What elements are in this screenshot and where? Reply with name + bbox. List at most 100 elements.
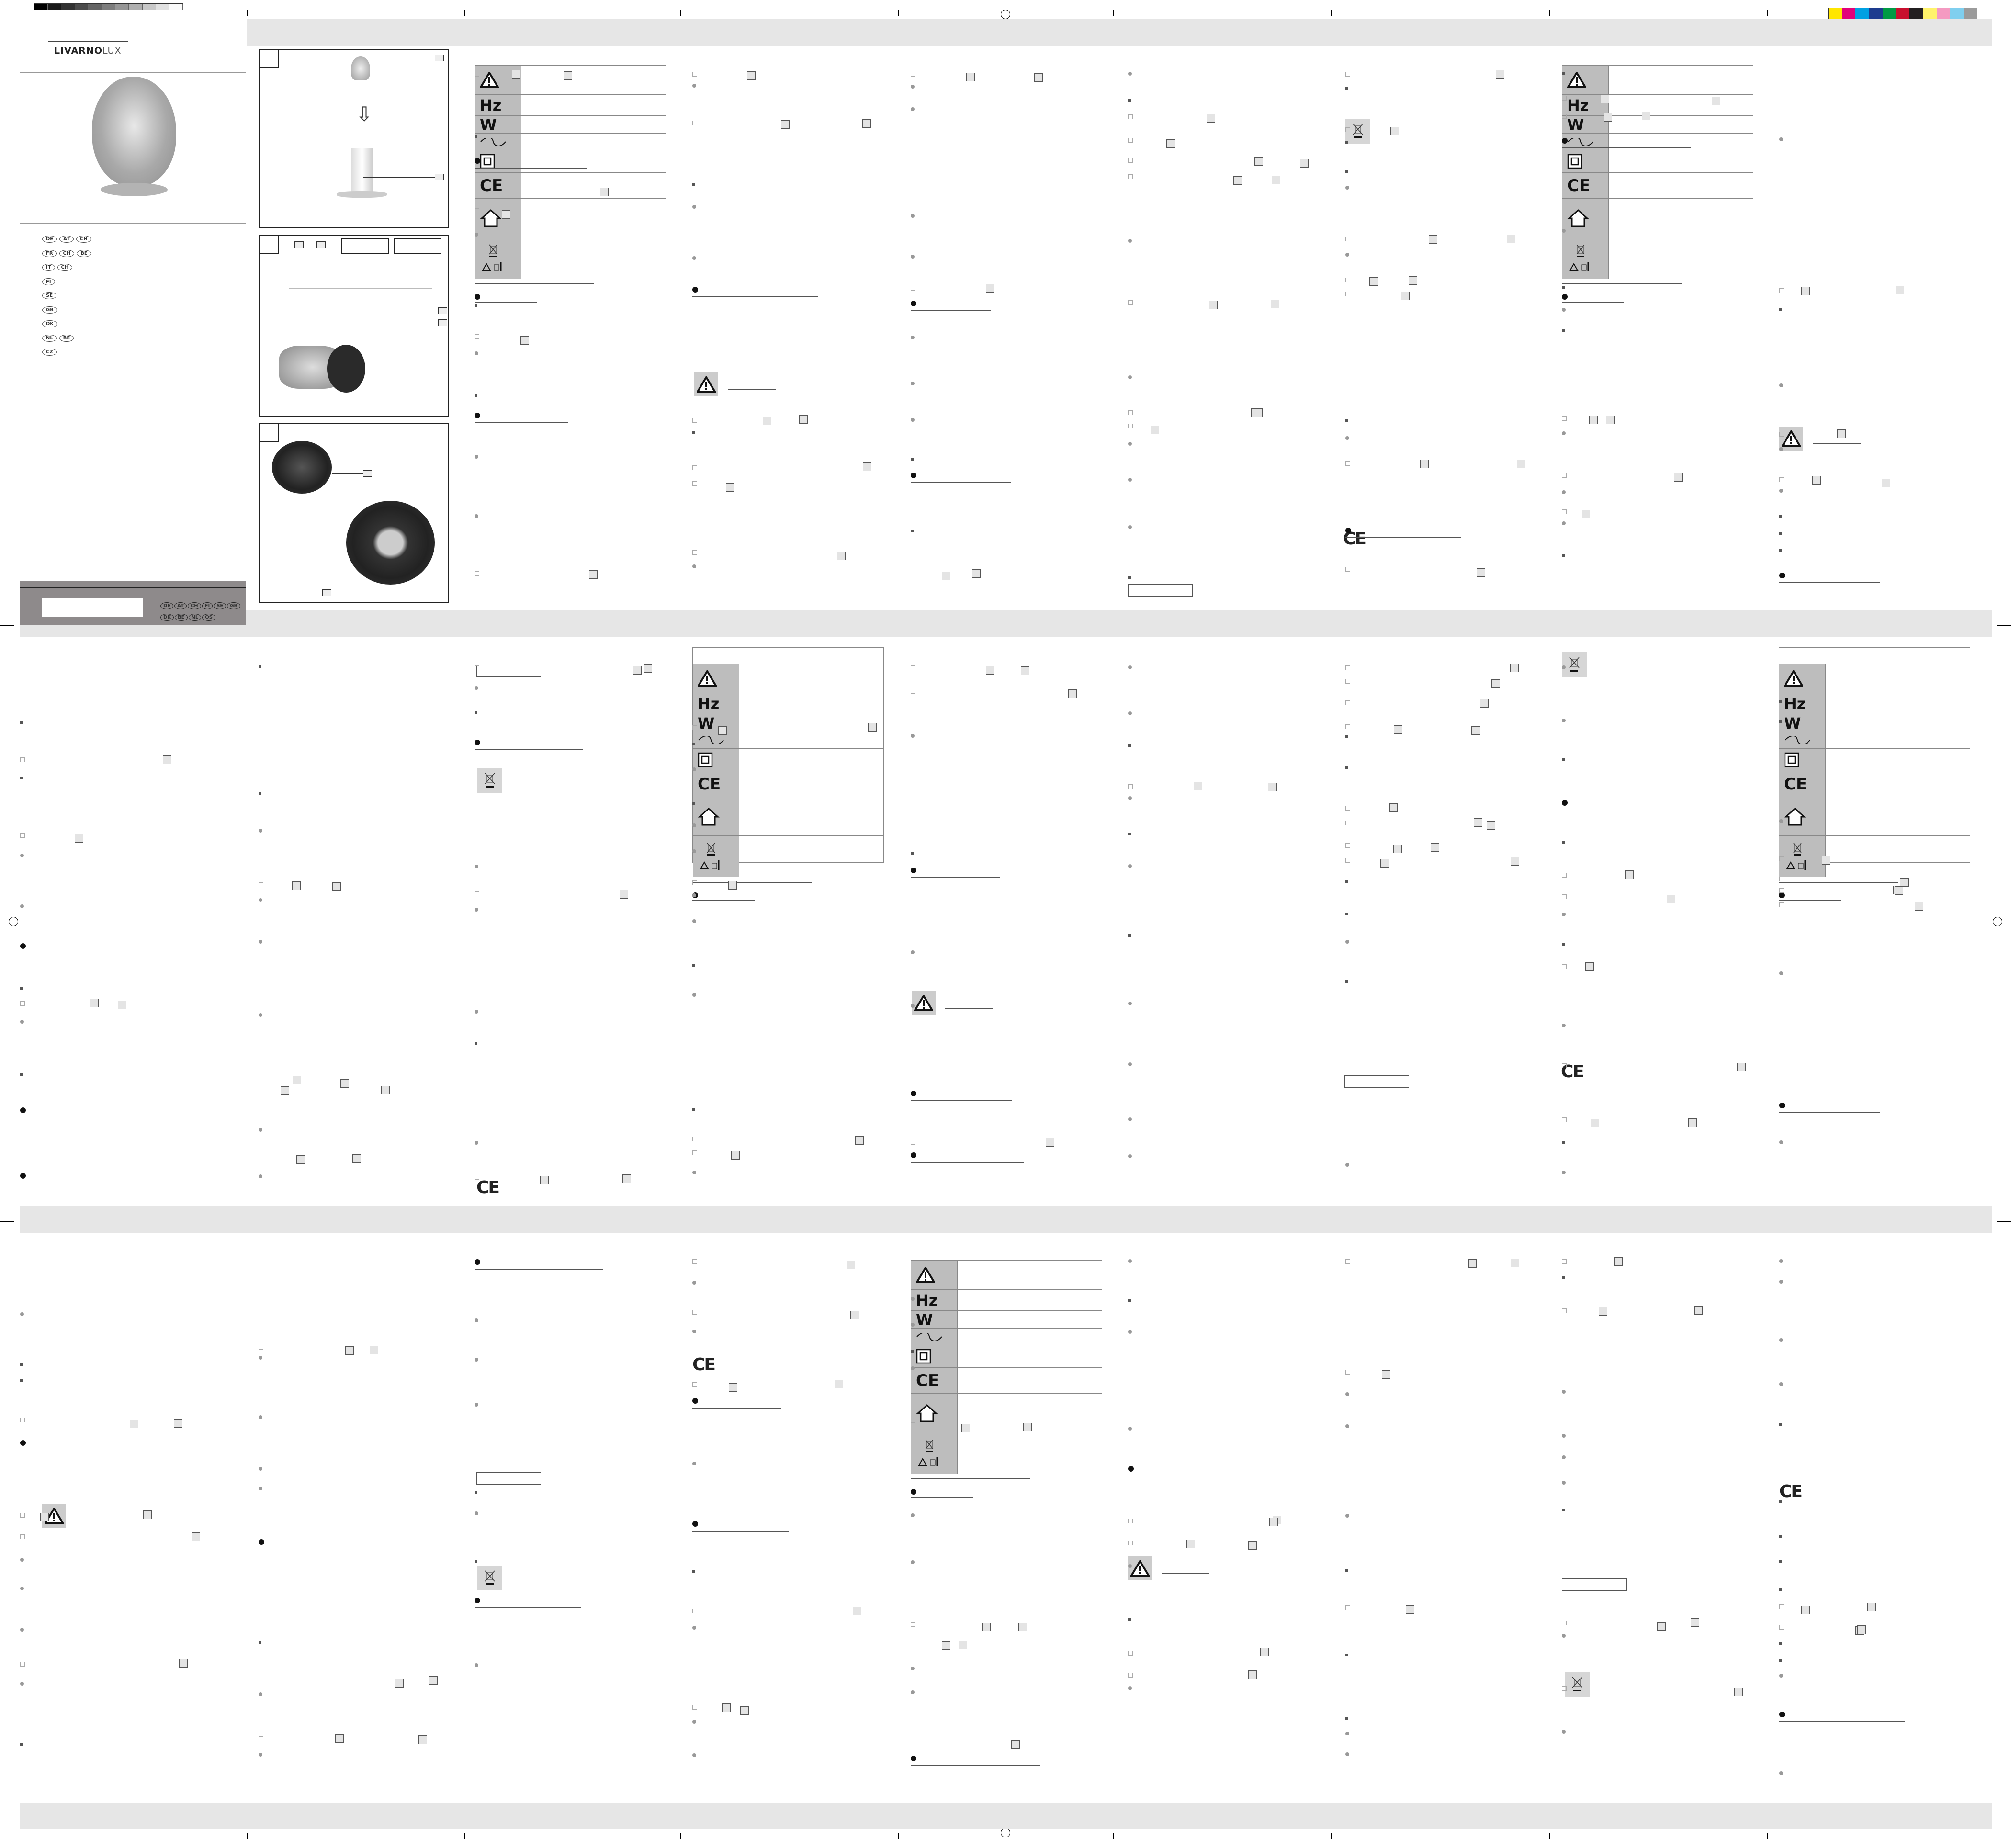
alternating-current-icon	[911, 1328, 958, 1345]
section-rule	[475, 749, 583, 750]
part-reference-box	[1380, 858, 1389, 868]
part-label	[438, 307, 447, 314]
language-row: CZ	[42, 346, 59, 356]
language-badge[interactable]: NL	[42, 334, 57, 342]
cover-footer: DE AT CH FI SE GB DK BE NL OS	[20, 581, 246, 625]
item-marker	[692, 1150, 697, 1156]
language-badge[interactable]: DE	[42, 236, 57, 243]
figure-3-panel	[259, 423, 449, 603]
part-reference-box	[622, 1174, 631, 1183]
list-bullet	[259, 829, 262, 833]
language-badge[interactable]: BE	[77, 249, 91, 257]
gray-swatch	[61, 4, 75, 10]
language-badge[interactable]: CH	[57, 264, 73, 271]
language-badge[interactable]: SE	[42, 292, 57, 299]
item-marker	[692, 481, 697, 486]
step-marker	[1345, 1717, 1348, 1720]
item-marker	[692, 72, 697, 77]
hertz-icon: Hz	[1779, 693, 1826, 715]
warning-heading-rule	[728, 389, 776, 390]
grayscale-bar	[34, 3, 183, 10]
list-bullet	[692, 1170, 696, 1174]
part-reference-box	[862, 462, 871, 472]
ce-mark-icon: CE	[1779, 1482, 1803, 1501]
symbol-label: CE	[1567, 176, 1591, 196]
part-reference-box	[1209, 301, 1218, 310]
part-reference-box	[1673, 473, 1683, 482]
symbol-table-row	[1562, 237, 1753, 279]
item-marker	[1345, 461, 1350, 466]
list-bullet	[1779, 1259, 1783, 1263]
warning-triangle-icon	[911, 1261, 958, 1290]
part-reference-box	[1248, 1670, 1257, 1679]
salt-lamp-image	[91, 77, 177, 206]
part-reference-box	[731, 1150, 740, 1160]
step-marker	[475, 304, 477, 307]
item-marker	[692, 550, 697, 555]
language-row: SE	[42, 290, 59, 299]
language-badge[interactable]: BE	[59, 334, 74, 342]
symbol-label: W	[1784, 714, 1801, 732]
section-bullet	[1562, 800, 1568, 806]
symbol-table-row	[1779, 748, 1970, 772]
section-bullet	[692, 1521, 698, 1527]
symbol-label: W	[916, 1310, 933, 1329]
part-reference-box	[1657, 1622, 1666, 1631]
language-badge[interactable]: CZ	[42, 349, 57, 356]
language-badge[interactable]: AT	[59, 236, 74, 243]
list-bullet	[911, 1667, 915, 1670]
language-badge[interactable]: IT	[42, 264, 55, 271]
list-bullet	[259, 1467, 262, 1471]
language-row: DE AT CH	[42, 233, 94, 243]
language-badge[interactable]: CH	[76, 236, 91, 243]
item-marker	[20, 1661, 25, 1667]
list-bullet	[1779, 971, 1783, 975]
base-top-illustration	[272, 441, 332, 494]
ce-mark-icon: CE	[476, 1178, 500, 1197]
list-bullet	[1562, 521, 1566, 526]
part-reference-box	[959, 1641, 968, 1650]
weee-bin-icon	[477, 768, 502, 793]
list-bullet	[1128, 665, 1132, 669]
part-reference-box	[1401, 291, 1410, 300]
part-reference-box	[1694, 1306, 1703, 1315]
part-reference-box	[1271, 176, 1280, 185]
item-marker	[1128, 137, 1133, 143]
step-marker	[1128, 934, 1131, 937]
part-reference-box	[1271, 299, 1280, 308]
language-badge[interactable]: FI	[42, 278, 55, 285]
symbol-table-row: CE	[911, 1367, 1102, 1394]
item-marker	[1562, 1308, 1567, 1313]
part-reference-box	[117, 1000, 126, 1009]
language-badge[interactable]: DK	[42, 320, 58, 327]
language-badge[interactable]: CH	[59, 249, 75, 257]
language-badge[interactable]: GB	[42, 306, 57, 314]
list-bullet	[1345, 1424, 1349, 1428]
step-marker	[1779, 308, 1782, 311]
item-marker	[1779, 288, 1784, 293]
list-bullet	[259, 1692, 262, 1696]
crop-mark	[1767, 10, 1768, 16]
language-badge[interactable]: FR	[42, 249, 57, 257]
list-bullet	[692, 1280, 696, 1285]
list-bullet	[692, 823, 696, 828]
item-marker	[1345, 237, 1350, 242]
step-marker	[1345, 880, 1348, 883]
protection-class-ii-icon	[693, 748, 739, 772]
symbol-table-row	[1779, 731, 1970, 749]
section-rule	[1779, 882, 1898, 883]
symbol-label: Hz	[480, 96, 502, 115]
part-reference-box	[1431, 843, 1440, 852]
list-bullet	[1562, 307, 1566, 312]
step-marker	[692, 1107, 695, 1111]
part-reference-box	[280, 1086, 289, 1095]
section-rule	[1562, 302, 1624, 303]
step-marker	[259, 1641, 261, 1644]
list-bullet	[692, 1330, 696, 1334]
part-label	[322, 589, 331, 596]
list-bullet	[1562, 719, 1566, 723]
crop-mark	[1997, 625, 2011, 626]
part-label	[435, 55, 444, 61]
part-reference-box	[162, 755, 171, 765]
part-reference-box	[1882, 479, 1891, 488]
